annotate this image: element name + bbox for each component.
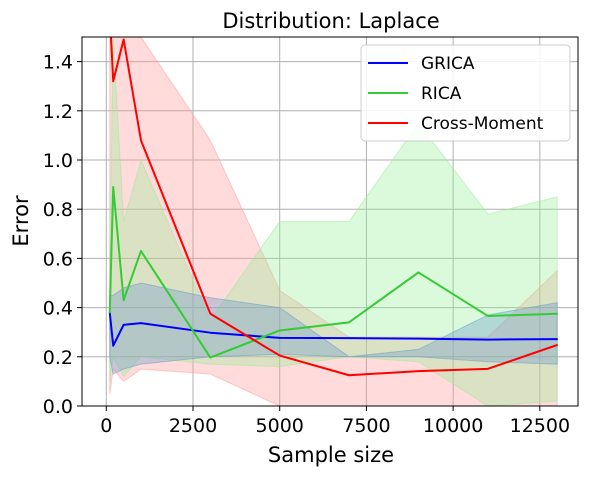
y-tick-label: 0.2 [43, 347, 73, 369]
y-tick-label: 0.0 [43, 396, 73, 418]
band-rica [109, 37, 558, 406]
x-tick-label: 12500 [510, 415, 570, 437]
point-rica [112, 186, 115, 188]
point-rica [487, 315, 489, 317]
point-rica [417, 271, 420, 274]
legend-label-grica: GRICA [421, 54, 475, 74]
legend-label-cross-moment: Cross-Moment [421, 114, 544, 134]
point-grica [278, 337, 281, 339]
legend: GRICA RICA Cross-Moment [360, 44, 571, 142]
legend-label-rica: RICA [421, 84, 462, 104]
y-tick-label: 1.2 [43, 101, 73, 123]
legend-box [360, 44, 571, 142]
x-tick-label: 2500 [169, 415, 217, 437]
y-ticks: 0.0 0.2 0.4 0.6 0.8 1.0 1.2 1.4 [43, 52, 82, 418]
plot-frame [81, 36, 579, 407]
y-axis-label: Error [9, 195, 33, 247]
x-tick-label: 10000 [423, 415, 483, 437]
point-cross-moment [348, 374, 350, 377]
point-rica [122, 299, 125, 302]
band-cross-moment [109, 37, 558, 406]
point-cross-moment [556, 344, 558, 346]
point-rica [278, 329, 281, 332]
point-cross-moment [109, 12, 111, 14]
point-cross-moment [112, 80, 115, 83]
point-cross-moment [209, 312, 212, 315]
chart-title: Distribution: Laplace [222, 9, 439, 33]
point-rica [140, 250, 142, 252]
point-cross-moment [278, 354, 281, 357]
x-tick-label: 5000 [256, 415, 304, 437]
point-grica [556, 338, 558, 340]
point-cross-moment [140, 139, 142, 142]
y-tick-label: 0.8 [43, 199, 73, 221]
x-ticks: 0 2500 5000 7500 10000 12500 [100, 406, 570, 437]
point-grica [348, 337, 350, 339]
x-axis-label: Sample size [268, 443, 394, 467]
point-grica [122, 324, 125, 326]
point-grica [487, 338, 489, 341]
y-tick-label: 0.4 [43, 298, 73, 320]
confidence-bands [109, 37, 558, 406]
point-rica [556, 312, 558, 315]
y-tick-label: 0.6 [43, 248, 73, 270]
series-lines [108, 12, 558, 377]
point-grica [140, 322, 142, 324]
point-rica [209, 356, 212, 359]
x-tick-label: 0 [100, 415, 112, 437]
point-cross-moment [487, 368, 489, 370]
point-rica [108, 311, 111, 314]
y-tick-label: 1.0 [43, 150, 73, 172]
line-cross-moment [109, 37, 558, 377]
y-tick-label: 1.4 [43, 52, 73, 74]
point-grica [417, 337, 420, 340]
point-grica [112, 344, 115, 347]
point-cross-moment [122, 38, 125, 41]
point-cross-moment [417, 370, 420, 372]
point-rica [348, 321, 350, 324]
x-tick-label: 7500 [342, 415, 390, 437]
line-rica [108, 186, 558, 359]
point-grica [209, 331, 212, 334]
